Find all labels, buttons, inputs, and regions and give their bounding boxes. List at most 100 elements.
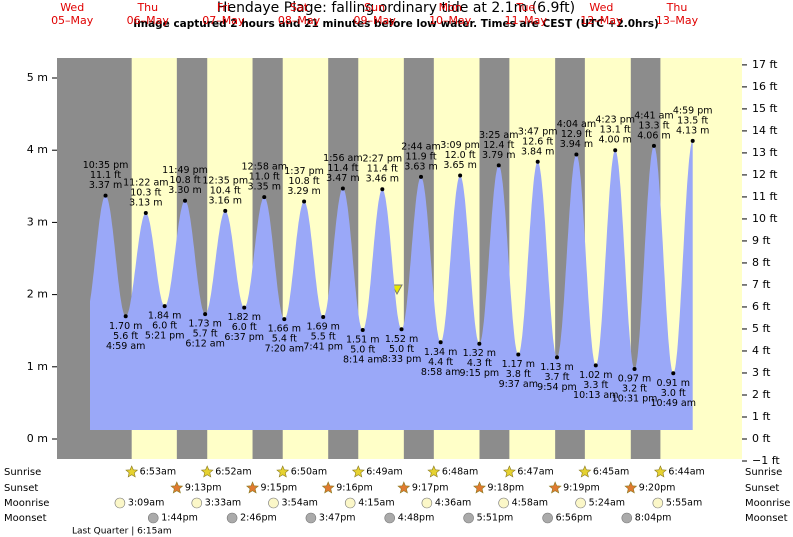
time-moonrise: 3:33am	[205, 498, 241, 509]
icon-moonset	[147, 512, 159, 524]
icon-moonset	[384, 512, 396, 524]
tide-point	[593, 363, 598, 368]
tide-point	[123, 314, 128, 319]
day-name: Fri	[217, 1, 230, 14]
day-date: 09–May	[353, 14, 396, 27]
icon-sunset	[170, 481, 184, 494]
tide-point	[651, 143, 656, 148]
tide-ft: 5.4 ft	[272, 334, 297, 345]
tide-ft: 3.7 ft	[544, 372, 569, 383]
tide-ft: 5.6 ft	[113, 331, 138, 342]
tide-m: 1.52 m	[385, 334, 418, 345]
y2-tick-label: 0 ft	[752, 432, 771, 445]
tide-m: 1.32 m	[463, 348, 496, 359]
tide-time: 12:35 pm	[202, 175, 248, 186]
tide-time: 5:21 pm	[145, 331, 185, 342]
icon-sunrise	[427, 465, 441, 478]
icon-moonrise	[498, 497, 509, 509]
y2-tick-label: 11 ft	[752, 190, 778, 203]
tide-ft: 6.0 ft	[232, 322, 257, 333]
tide-time: 2:27 pm	[362, 154, 402, 165]
tide-point	[340, 186, 345, 191]
y2-tick-label: 16 ft	[752, 80, 778, 93]
row-label: Sunrise	[745, 467, 782, 478]
y-tick-label: 3 m	[27, 215, 48, 228]
tide-m: 1.51 m	[346, 334, 379, 345]
tide-ft: 12.0 ft	[445, 150, 476, 161]
y2-tick-label: 13 ft	[752, 146, 778, 159]
time-sunrise: 6:52am	[215, 467, 251, 478]
tide-time: 3:25 am	[479, 130, 518, 141]
y-tick-label: 2 m	[27, 288, 48, 301]
tide-m: 0.91 m	[657, 378, 690, 389]
tide-time: 10:31 pm	[612, 393, 658, 404]
tide-point	[574, 152, 579, 157]
tide-m: 1.69 m	[306, 321, 339, 332]
day-name: Thu	[136, 1, 158, 14]
tide-time: 2:44 am	[401, 141, 440, 152]
tide-m: 1.70 m	[109, 321, 142, 332]
tide-point	[671, 371, 676, 376]
icon-sunset	[321, 481, 335, 494]
tide-time: 1:56 am	[323, 153, 362, 164]
tide-area	[90, 140, 693, 431]
tide-time: 10:49 am	[651, 398, 696, 409]
time-sunrise: 6:53am	[140, 467, 176, 478]
time-moonset: 2:46pm	[240, 513, 277, 524]
tide-ft: 4.4 ft	[428, 357, 453, 368]
tide-point	[690, 138, 695, 143]
tide-m: 3.13 m	[129, 198, 162, 209]
tide-point	[535, 159, 540, 164]
tide-point	[302, 199, 307, 204]
icon-sunrise	[351, 465, 365, 478]
icon-sunset	[473, 481, 486, 494]
tide-ft: 11.0 ft	[249, 172, 280, 183]
row-label: Sunrise	[4, 467, 41, 478]
tide-ft: 3.8 ft	[506, 369, 531, 380]
day-name: Wed	[589, 1, 613, 14]
tide-ft: 11.9 ft	[405, 151, 436, 162]
icon-moonrise	[114, 497, 126, 509]
tide-point	[458, 173, 463, 178]
day-name: Thu	[666, 1, 688, 14]
day-date: 13–May	[656, 14, 699, 27]
row-label: Moonset	[4, 513, 47, 524]
y2-tick-label: 4 ft	[752, 344, 771, 357]
time-sunrise: 6:45am	[593, 467, 629, 478]
tide-ft: 5.7 ft	[193, 329, 218, 340]
row-label: Moonset	[745, 513, 788, 524]
day-name: Wed	[60, 1, 84, 14]
tide-time: 3:47 pm	[518, 126, 558, 137]
time-sunset: 9:18pm	[487, 483, 524, 494]
icon-moonset	[226, 512, 238, 524]
time-moonset: 4:48pm	[398, 513, 435, 524]
tide-m: 4.00 m	[598, 135, 631, 146]
time-moonset: 3:47pm	[319, 513, 356, 524]
time-moonset: 6:56pm	[556, 513, 593, 524]
day-date: 08–May	[278, 14, 321, 27]
tide-point	[321, 314, 326, 319]
time-moonset: 8:04pm	[635, 513, 672, 524]
tide-time: 4:59 pm	[673, 105, 713, 116]
y2-tick-label: 2 ft	[752, 388, 771, 401]
y2-tick-label: 9 ft	[752, 234, 771, 247]
time-sunset: 9:17pm	[412, 483, 449, 494]
icon-moonrise	[268, 497, 279, 509]
time-sunset: 9:19pm	[563, 483, 600, 494]
tide-point	[143, 211, 148, 216]
y-tick-label: 5 m	[27, 71, 48, 84]
tide-m: 1.02 m	[579, 370, 612, 381]
tide-m: 3.47 m	[326, 173, 359, 184]
tide-time: 6:12 am	[185, 339, 224, 350]
icon-sunrise	[200, 465, 214, 478]
tide-point	[360, 327, 365, 332]
day-date: 06–May	[127, 14, 170, 27]
y2-tick-label: 12 ft	[752, 168, 778, 181]
tide-time: 9:15 pm	[460, 368, 500, 379]
row-label: Moonrise	[4, 498, 49, 509]
tide-ft: 3.2 ft	[622, 383, 647, 394]
tide-ft: 10.3 ft	[130, 188, 161, 199]
icon-moonrise	[344, 497, 356, 509]
day-name: Sat	[290, 1, 309, 14]
